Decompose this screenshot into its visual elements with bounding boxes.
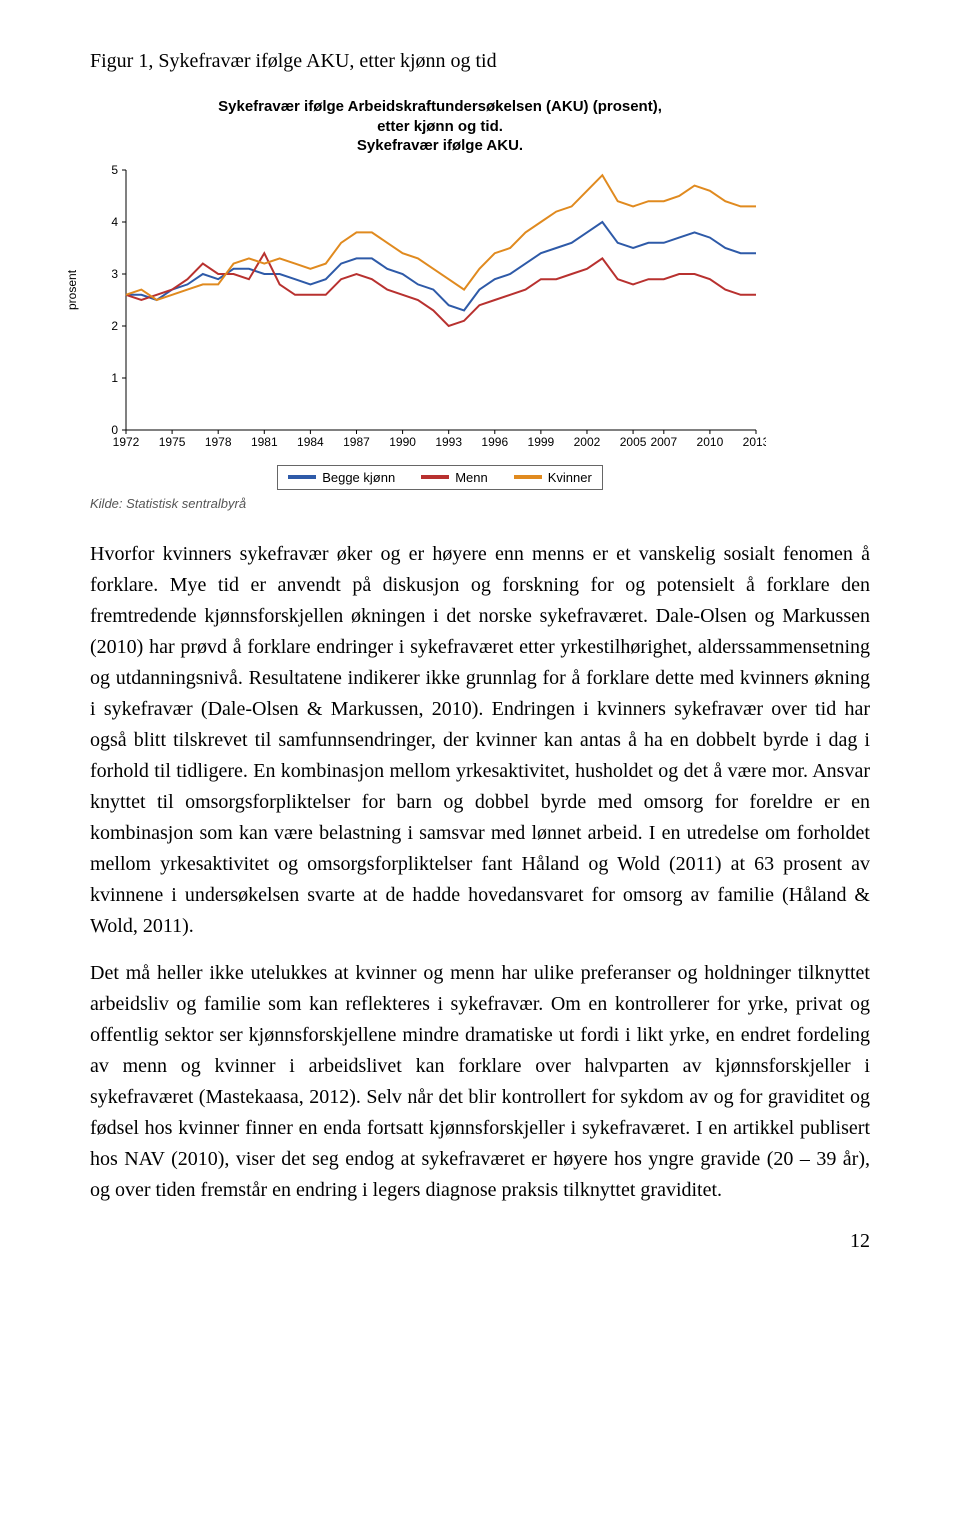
svg-text:1972: 1972 [113, 435, 140, 449]
body-paragraph-2: Det må heller ikke utelukkes at kvinner … [90, 958, 870, 1206]
chart-container: Sykefravær ifølge Arbeidskraftundersøkel… [90, 97, 790, 511]
svg-text:2: 2 [111, 319, 118, 333]
chart-source: Kilde: Statistisk sentralbyrå [90, 496, 790, 511]
legend-label: Kvinner [548, 470, 592, 485]
legend-label: Begge kjønn [322, 470, 395, 485]
legend-item: Begge kjønn [288, 470, 395, 485]
svg-text:1984: 1984 [297, 435, 324, 449]
legend-item: Kvinner [514, 470, 592, 485]
svg-text:2013: 2013 [743, 435, 766, 449]
svg-text:1: 1 [111, 371, 118, 385]
chart-title: Sykefravær ifølge Arbeidskraftundersøkel… [90, 97, 790, 156]
svg-text:1999: 1999 [528, 435, 555, 449]
svg-text:1993: 1993 [435, 435, 462, 449]
figure-caption: Figur 1, Sykefravær ifølge AKU, etter kj… [90, 50, 870, 73]
svg-text:2005: 2005 [620, 435, 647, 449]
chart-plot-area: 0123451972197519781981198419871990199319… [90, 162, 766, 454]
svg-text:1978: 1978 [205, 435, 232, 449]
svg-text:4: 4 [111, 215, 118, 229]
svg-text:1990: 1990 [389, 435, 416, 449]
legend-swatch [421, 475, 449, 479]
legend-label: Menn [455, 470, 488, 485]
svg-text:2007: 2007 [650, 435, 677, 449]
svg-text:1996: 1996 [481, 435, 508, 449]
legend-swatch [514, 475, 542, 479]
body-paragraph-1: Hvorfor kvinners sykefravær øker og er h… [90, 539, 870, 942]
legend-swatch [288, 475, 316, 479]
svg-text:1981: 1981 [251, 435, 278, 449]
svg-text:1987: 1987 [343, 435, 370, 449]
page-number: 12 [90, 1230, 870, 1253]
svg-text:1975: 1975 [159, 435, 186, 449]
svg-text:2010: 2010 [697, 435, 724, 449]
svg-text:5: 5 [111, 163, 118, 177]
legend-item: Menn [421, 470, 488, 485]
svg-text:3: 3 [111, 267, 118, 281]
chart-axis-y-label: prosent [65, 270, 79, 310]
chart-legend: Begge kjønn Menn Kvinner [277, 465, 603, 490]
svg-text:2002: 2002 [574, 435, 601, 449]
